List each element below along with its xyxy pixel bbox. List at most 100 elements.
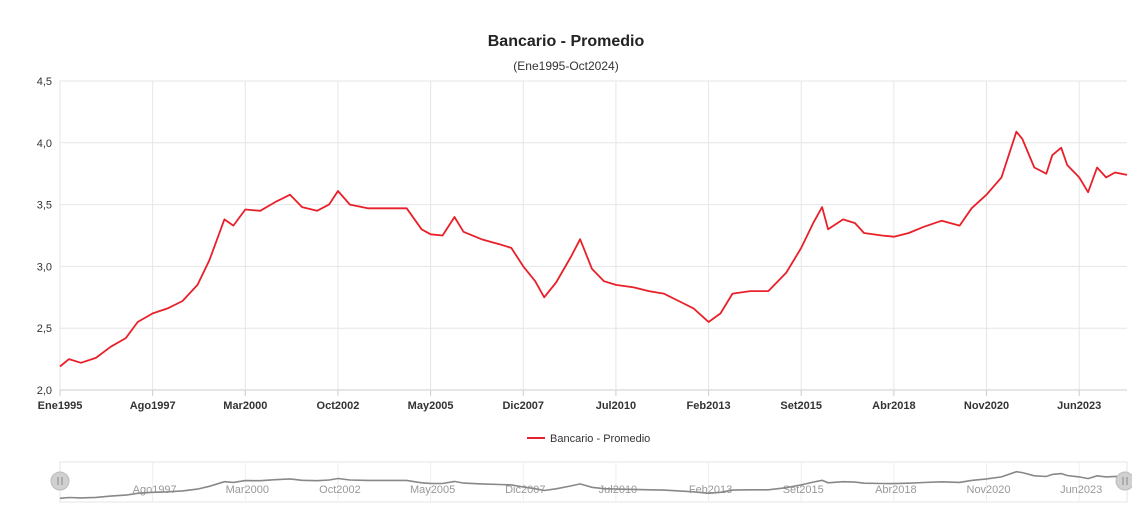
navigator-tick-label: May2005 bbox=[410, 484, 455, 496]
data-point bbox=[125, 338, 126, 339]
data-point bbox=[260, 210, 261, 211]
data-point bbox=[556, 282, 557, 283]
data-point bbox=[302, 207, 303, 208]
data-point bbox=[1061, 147, 1062, 148]
data-point bbox=[95, 357, 96, 358]
data-point bbox=[1016, 131, 1017, 132]
navigator-tick-label: Jun2023 bbox=[1060, 484, 1102, 496]
data-point bbox=[828, 229, 829, 230]
y-tick-label: 4,5 bbox=[37, 76, 52, 88]
legend[interactable]: Bancario - Promedio bbox=[527, 433, 650, 445]
data-point bbox=[1034, 167, 1035, 168]
data-point bbox=[693, 308, 694, 309]
data-point bbox=[648, 291, 649, 292]
data-point bbox=[959, 225, 960, 226]
data-point bbox=[511, 247, 512, 248]
data-point bbox=[1088, 192, 1089, 193]
y-tick-label: 4,0 bbox=[37, 138, 52, 150]
data-point bbox=[908, 232, 909, 233]
data-point bbox=[786, 272, 787, 273]
data-point bbox=[1106, 177, 1107, 178]
data-point bbox=[750, 291, 751, 292]
data-point bbox=[481, 239, 482, 240]
navigator-tick-label: Jul2010 bbox=[599, 484, 638, 496]
x-axis-ticks: Ene1995 Ago1997 Mar2000 Oct2002 May2005 Dic20… bbox=[38, 390, 1101, 412]
data-point bbox=[801, 247, 802, 248]
data-point bbox=[224, 219, 225, 220]
navigator-tick-label: Oct2002 bbox=[319, 484, 361, 496]
data-point bbox=[923, 226, 924, 227]
data-point bbox=[822, 207, 823, 208]
data-point bbox=[544, 297, 545, 298]
data-point bbox=[720, 313, 721, 314]
navigator-series bbox=[59, 470, 1128, 500]
data-point bbox=[349, 204, 350, 205]
data-point bbox=[893, 236, 894, 237]
data-point bbox=[580, 239, 581, 240]
data-point bbox=[406, 208, 407, 209]
data-point bbox=[499, 244, 500, 245]
data-point bbox=[1022, 139, 1023, 140]
data-point bbox=[137, 321, 138, 322]
data-point bbox=[167, 308, 168, 309]
data-point bbox=[843, 219, 844, 220]
x-tick-label: Set2015 bbox=[780, 400, 822, 412]
data-point bbox=[421, 229, 422, 230]
data-point bbox=[275, 202, 276, 203]
navigator-frame bbox=[59, 461, 1128, 503]
data-point bbox=[813, 223, 814, 224]
data-point bbox=[768, 291, 769, 292]
x-tick-label: Dic2007 bbox=[502, 400, 544, 412]
x-tick-label: Abr2018 bbox=[872, 400, 915, 412]
data-point bbox=[986, 194, 987, 195]
data-point bbox=[463, 231, 464, 232]
y-tick-label: 3,0 bbox=[37, 261, 52, 273]
x-tick-label: May2005 bbox=[408, 400, 454, 412]
y-axis-ticks: 2,0 2,5 3,0 3,5 4,0 4,5 bbox=[37, 76, 52, 397]
data-point bbox=[615, 284, 616, 285]
navigator-left-handle[interactable] bbox=[50, 471, 70, 491]
data-point bbox=[678, 300, 679, 301]
data-point bbox=[328, 204, 329, 205]
data-point bbox=[245, 209, 246, 210]
data-point bbox=[337, 190, 338, 191]
data-point bbox=[182, 300, 183, 301]
data-point bbox=[80, 362, 81, 363]
x-tick-label: Ene1995 bbox=[38, 400, 83, 412]
data-point bbox=[732, 293, 733, 294]
data-point bbox=[68, 359, 69, 360]
data-point bbox=[1001, 177, 1002, 178]
data-point bbox=[290, 194, 291, 195]
data-point bbox=[591, 268, 592, 269]
data-point bbox=[881, 235, 882, 236]
x-tick-label: Jun2023 bbox=[1057, 400, 1101, 412]
data-point bbox=[59, 366, 60, 367]
navigator-tick-label: Ago1997 bbox=[133, 484, 177, 496]
data-point bbox=[663, 293, 664, 294]
data-point bbox=[1097, 167, 1098, 168]
x-tick-label: Nov2020 bbox=[964, 400, 1009, 412]
data-point bbox=[1126, 174, 1127, 175]
data-point bbox=[1114, 172, 1115, 173]
data-point bbox=[316, 210, 317, 211]
navigator-right-handle[interactable] bbox=[1115, 471, 1132, 491]
navigator-tick-label: Set2015 bbox=[783, 484, 824, 496]
x-tick-label: Ago1997 bbox=[130, 400, 176, 412]
y-tick-label: 2,0 bbox=[37, 385, 52, 397]
data-point bbox=[535, 281, 536, 282]
data-point bbox=[152, 313, 153, 314]
chart-subtitle: (Ene1995-Oct2024) bbox=[513, 59, 618, 73]
data-point bbox=[233, 225, 234, 226]
navigator-ticks: Ago1997 Mar2000 Oct2002 May2005 Dic2007 Jul20… bbox=[133, 463, 1102, 501]
data-point bbox=[430, 234, 431, 235]
range-navigator[interactable]: Ago1997 Mar2000 Oct2002 May2005 Dic2007 Jul20… bbox=[50, 461, 1132, 503]
data-point bbox=[110, 346, 111, 347]
data-point bbox=[1079, 177, 1080, 178]
x-tick-label: Jul2010 bbox=[596, 400, 636, 412]
navigator-tick-label: Feb2013 bbox=[689, 484, 732, 496]
data-point bbox=[523, 266, 524, 267]
data-point bbox=[971, 208, 972, 209]
data-point bbox=[1067, 164, 1068, 165]
